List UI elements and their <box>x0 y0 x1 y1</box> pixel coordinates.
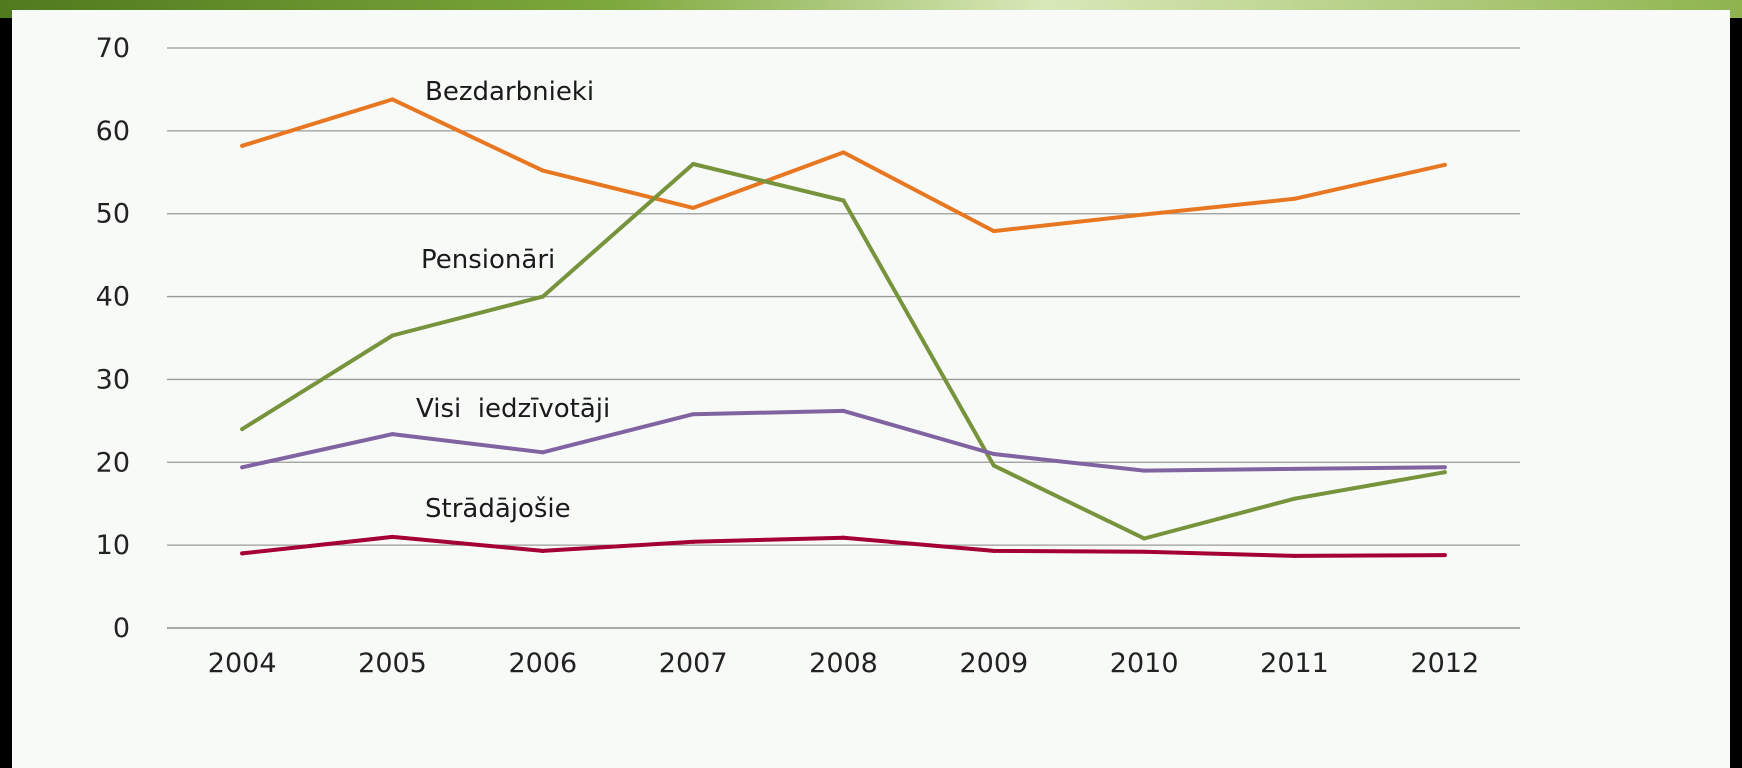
data-point-visi-iedzivotaji <box>1142 468 1147 473</box>
x-tick-label: 2007 <box>659 648 728 679</box>
series-label-bezdarbnieki: Bezdarbnieki <box>425 77 594 107</box>
series-labels: Bezdarbnieki Pensionāri Visi iedzīvotāji St… <box>416 77 610 524</box>
y-tick-label: 50 <box>96 199 130 230</box>
y-tick-label: 30 <box>96 364 130 395</box>
data-point-stradajosie <box>691 539 696 544</box>
y-tick-label: 60 <box>96 116 130 147</box>
data-point-bezdarbnieki <box>991 229 996 234</box>
series-line-stradajosie <box>240 534 1447 558</box>
series-line-pensionari <box>240 162 1447 541</box>
line-chart: 0 10 20 30 40 50 60 70 2004 2005 2006 2007 2008 2009… <box>96 33 1520 679</box>
x-tick-label: 2004 <box>208 648 277 679</box>
data-point-pensionari <box>240 427 245 432</box>
data-point-bezdarbnieki <box>841 150 846 155</box>
data-point-visi-iedzivotaji <box>390 432 395 437</box>
x-tick-label: 2010 <box>1110 648 1179 679</box>
data-point-bezdarbnieki <box>1292 196 1297 201</box>
data-point-bezdarbnieki <box>691 205 696 210</box>
data-point-pensionari <box>540 294 545 299</box>
data-point-visi-iedzivotaji <box>240 465 245 470</box>
x-axis-ticks: 2004 2005 2006 2007 2008 2009 2010 2011 2012 <box>208 648 1479 679</box>
data-point-pensionari <box>1142 536 1147 541</box>
y-tick-label: 40 <box>96 282 130 313</box>
data-point-pensionari <box>1442 470 1447 475</box>
data-point-bezdarbnieki <box>390 97 395 102</box>
y-tick-label: 0 <box>113 613 130 644</box>
data-point-stradajosie <box>240 551 245 556</box>
data-point-stradajosie <box>1142 549 1147 554</box>
data-point-stradajosie <box>841 535 846 540</box>
x-tick-label: 2005 <box>358 648 427 679</box>
y-tick-label: 20 <box>96 447 130 478</box>
data-point-stradajosie <box>1442 553 1447 558</box>
y-tick-label: 10 <box>96 530 130 561</box>
series-label-pensionari: Pensionāri <box>421 245 555 275</box>
data-point-visi-iedzivotaji <box>841 408 846 413</box>
data-point-stradajosie <box>991 548 996 553</box>
y-axis-ticks: 0 10 20 30 40 50 60 70 <box>96 33 130 644</box>
data-point-stradajosie <box>540 548 545 553</box>
data-point-pensionari <box>841 198 846 203</box>
data-point-pensionari <box>991 463 996 468</box>
data-point-visi-iedzivotaji <box>1442 465 1447 470</box>
data-point-visi-iedzivotaji <box>691 412 696 417</box>
series-line-bezdarbnieki <box>240 97 1447 234</box>
data-point-bezdarbnieki <box>1442 162 1447 167</box>
series-lines <box>240 97 1447 558</box>
data-point-pensionari <box>390 333 395 338</box>
data-point-stradajosie <box>390 534 395 539</box>
gridlines <box>167 47 1520 629</box>
data-point-visi-iedzivotaji <box>540 450 545 455</box>
data-point-bezdarbnieki <box>240 143 245 148</box>
chart-panel: 0 10 20 30 40 50 60 70 2004 2005 2006 2007 2008 2009… <box>12 10 1730 768</box>
y-tick-label: 70 <box>96 33 130 64</box>
series-label-stradajosie: Strādājošie <box>425 494 571 524</box>
data-point-visi-iedzivotaji <box>991 452 996 456</box>
data-point-pensionari <box>691 162 696 166</box>
series-label-visi-iedzivotaji: Visi iedzīvotāji <box>416 394 610 424</box>
data-point-visi-iedzivotaji <box>1292 466 1297 471</box>
x-tick-label: 2008 <box>809 648 878 679</box>
x-tick-label: 2009 <box>959 648 1028 679</box>
x-tick-label: 2011 <box>1260 648 1329 679</box>
x-tick-label: 2012 <box>1410 648 1479 679</box>
x-tick-label: 2006 <box>508 648 577 679</box>
data-point-bezdarbnieki <box>1142 212 1147 217</box>
data-point-pensionari <box>1292 496 1297 501</box>
data-point-bezdarbnieki <box>540 168 545 173</box>
data-point-stradajosie <box>1292 553 1297 558</box>
